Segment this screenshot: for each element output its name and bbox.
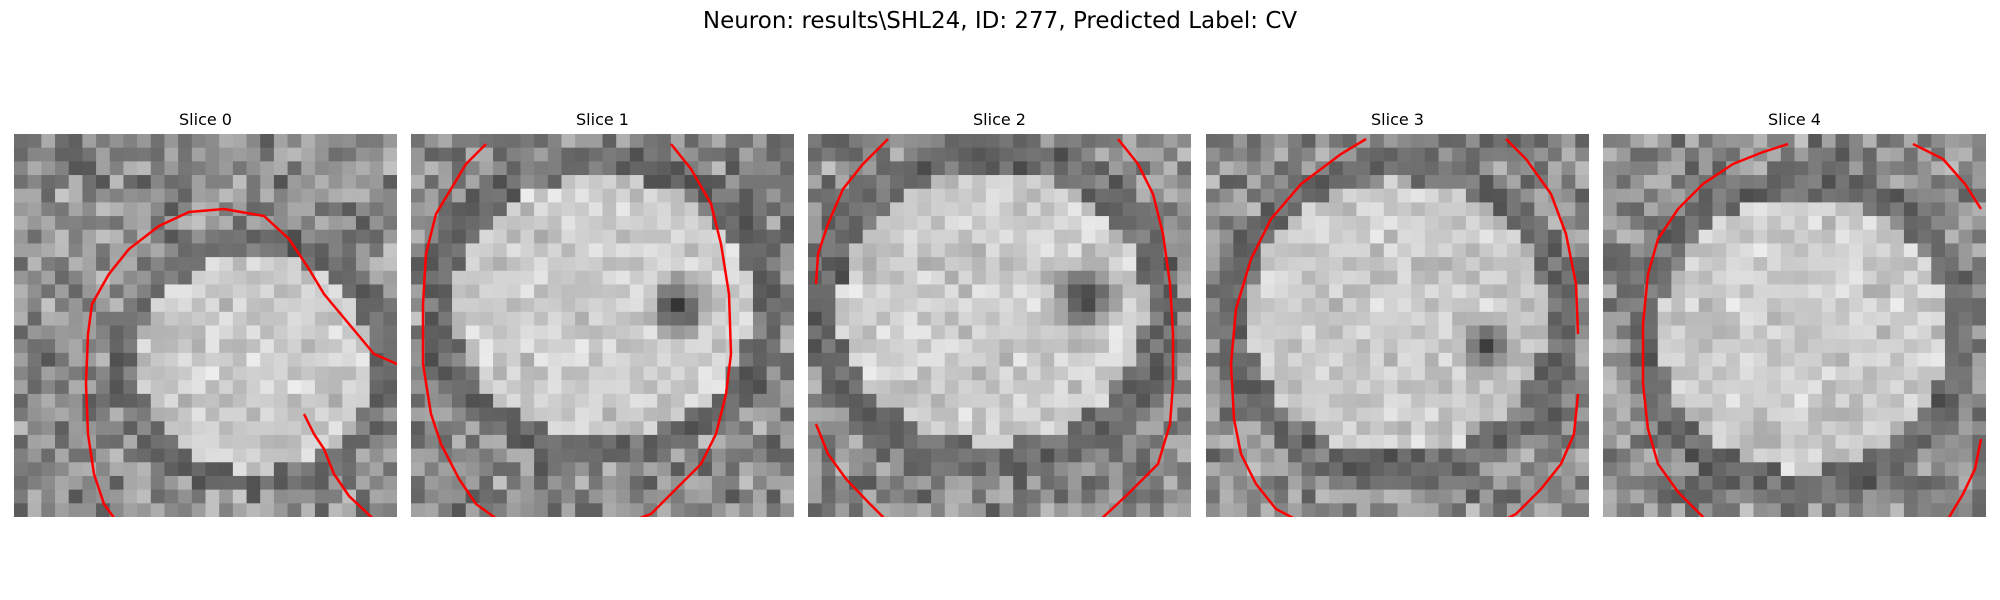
slice-4-contour-0 — [1641, 142, 1789, 517]
slice-0-contour-0 — [84, 207, 397, 517]
slice-1-contour-1 — [639, 143, 733, 517]
slice-3-contour-2 — [1507, 393, 1580, 517]
slice-1-contour-0 — [421, 143, 497, 517]
slice-2-contour-1 — [1101, 138, 1175, 517]
slice-title-3: Slice 3 — [1371, 110, 1424, 129]
slice-image-3 — [1206, 134, 1589, 517]
slice-image-1 — [411, 134, 794, 517]
slice-image-0 — [14, 134, 397, 517]
slice-3-contour-0 — [1229, 137, 1367, 517]
slice-title-1: Slice 1 — [576, 110, 629, 129]
slice-4-contour-1 — [1912, 142, 1983, 210]
slice-title-2: Slice 2 — [973, 110, 1026, 129]
slice-image-4 — [1603, 134, 1986, 517]
slice-2-contour-2 — [814, 423, 885, 517]
slice-4-contour-2 — [1947, 438, 1983, 517]
slice-title-0: Slice 0 — [179, 110, 232, 129]
slice-3-contour-1 — [1505, 138, 1580, 335]
slice-0-contour-1 — [302, 413, 374, 517]
figure-title: Neuron: results\SHL24, ID: 277, Predicte… — [702, 8, 1298, 34]
slice-title-4: Slice 4 — [1768, 110, 1821, 129]
slice-image-2 — [808, 134, 1191, 517]
slice-2-contour-0 — [814, 138, 889, 285]
